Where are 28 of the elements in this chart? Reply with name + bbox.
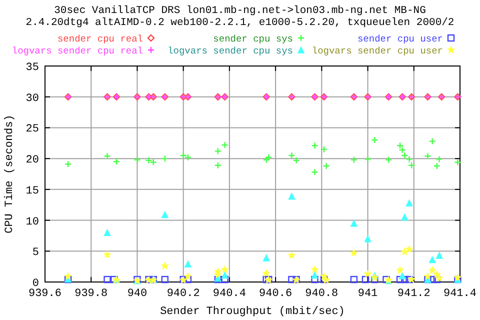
x-tick-label: 940 xyxy=(127,288,148,300)
y-tick-label: 35 xyxy=(26,62,39,74)
x-tick-label: 940.2 xyxy=(166,288,200,300)
legend-label: logvars sender cpu sys xyxy=(168,46,293,56)
x-tick-label: 940.6 xyxy=(259,288,292,300)
y-axis-title: CPU Time (seconds) xyxy=(4,114,16,234)
x-tick-label: 941 xyxy=(358,288,378,300)
x-tick-label: 939.8 xyxy=(74,288,108,300)
y-tick-label: 25 xyxy=(26,124,39,136)
legend-label: sender cpu user xyxy=(357,34,443,44)
legend-label: logvars sender cpu real xyxy=(12,46,144,56)
legend-label: sender cpu real xyxy=(57,34,144,44)
y-tick-label: 0 xyxy=(32,278,39,290)
x-tick-label: 941.4 xyxy=(443,288,477,300)
legend-label: logvars sender cpu user xyxy=(312,46,443,56)
x-tick-label: 939.6 xyxy=(28,288,62,300)
legend-label: sender cpu sys xyxy=(213,34,293,44)
x-tick-label: 940.4 xyxy=(212,288,246,300)
x-axis-title: Sender Throughput (mbit/sec) xyxy=(160,306,345,318)
x-tick-label: 940.8 xyxy=(305,288,338,300)
x-tick-label: 941.2 xyxy=(397,288,430,300)
y-tick-label: 30 xyxy=(26,92,39,105)
y-tick-label: 5 xyxy=(32,247,39,260)
chart-title: 30sec VanillaTCP DRS lon01.mb-ng.net->lon03.mb-ng.net MB-NG xyxy=(54,5,426,17)
y-tick-label: 15 xyxy=(26,185,39,198)
chart-subtitle: 2.4.20dtg4 altAIMD-0.2 web100-2.2.1, e1000-5.2.20, txqueuelen 2000/2 xyxy=(26,17,454,29)
y-tick-label: 20 xyxy=(26,154,39,167)
y-tick-label: 10 xyxy=(26,216,39,228)
